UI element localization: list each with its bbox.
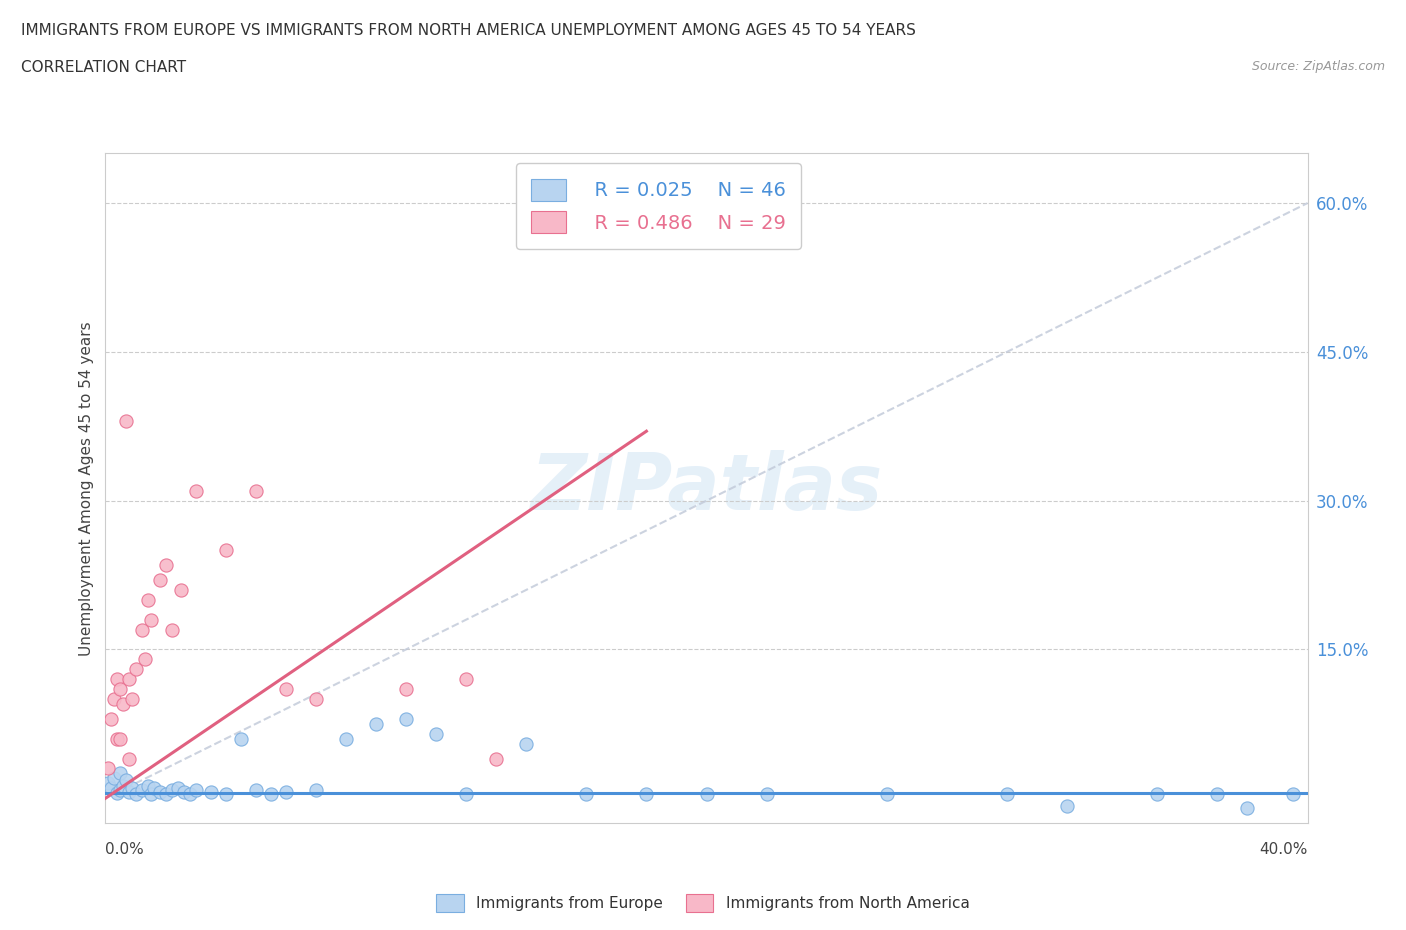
Point bbox=[179, 787, 201, 802]
Point bbox=[184, 484, 207, 498]
Point bbox=[876, 787, 898, 802]
Point bbox=[274, 785, 297, 800]
Point bbox=[696, 787, 718, 802]
Point bbox=[121, 781, 143, 796]
Point bbox=[136, 592, 159, 607]
Point bbox=[124, 662, 146, 677]
Point bbox=[97, 776, 120, 790]
Point bbox=[1206, 787, 1229, 802]
Point bbox=[169, 582, 191, 597]
Point bbox=[139, 612, 162, 627]
Point bbox=[107, 671, 129, 686]
Point bbox=[995, 787, 1018, 802]
Legend: Immigrants from Europe, Immigrants from North America: Immigrants from Europe, Immigrants from … bbox=[430, 888, 976, 918]
Point bbox=[214, 787, 236, 802]
Point bbox=[395, 682, 418, 697]
Point bbox=[118, 751, 141, 766]
Point bbox=[136, 779, 159, 794]
Text: 0.0%: 0.0% bbox=[105, 842, 145, 857]
Point bbox=[148, 573, 170, 588]
Point bbox=[260, 787, 283, 802]
Point bbox=[229, 731, 252, 746]
Point bbox=[173, 785, 195, 800]
Point bbox=[118, 785, 141, 800]
Point bbox=[155, 558, 177, 573]
Point bbox=[245, 484, 267, 498]
Point bbox=[118, 671, 141, 686]
Point bbox=[97, 761, 120, 776]
Text: ZIPatlas: ZIPatlas bbox=[530, 450, 883, 526]
Point bbox=[364, 716, 387, 731]
Point bbox=[1056, 799, 1078, 814]
Point bbox=[103, 692, 125, 707]
Y-axis label: Unemployment Among Ages 45 to 54 years: Unemployment Among Ages 45 to 54 years bbox=[79, 321, 94, 656]
Text: 40.0%: 40.0% bbox=[1260, 842, 1308, 857]
Point bbox=[103, 771, 125, 786]
Point bbox=[110, 682, 132, 697]
Point bbox=[305, 692, 328, 707]
Point bbox=[200, 785, 222, 800]
Text: Source: ZipAtlas.com: Source: ZipAtlas.com bbox=[1251, 60, 1385, 73]
Point bbox=[160, 783, 183, 798]
Text: IMMIGRANTS FROM EUROPE VS IMMIGRANTS FROM NORTH AMERICA UNEMPLOYMENT AMONG AGES : IMMIGRANTS FROM EUROPE VS IMMIGRANTS FRO… bbox=[21, 23, 915, 38]
Legend:   R = 0.025    N = 46,   R = 0.486    N = 29: R = 0.025 N = 46, R = 0.486 N = 29 bbox=[516, 163, 801, 249]
Point bbox=[636, 787, 658, 802]
Point bbox=[575, 787, 598, 802]
Point bbox=[131, 783, 153, 798]
Point bbox=[115, 414, 138, 429]
Point bbox=[131, 622, 153, 637]
Point bbox=[107, 731, 129, 746]
Point bbox=[100, 781, 122, 796]
Point bbox=[100, 711, 122, 726]
Point bbox=[160, 622, 183, 637]
Point bbox=[454, 671, 477, 686]
Point bbox=[134, 652, 156, 667]
Text: CORRELATION CHART: CORRELATION CHART bbox=[21, 60, 186, 75]
Point bbox=[139, 787, 162, 802]
Point bbox=[148, 785, 170, 800]
Point bbox=[112, 779, 135, 794]
Point bbox=[121, 692, 143, 707]
Point bbox=[110, 783, 132, 798]
Point bbox=[112, 697, 135, 711]
Point bbox=[184, 783, 207, 798]
Point bbox=[124, 787, 146, 802]
Point bbox=[142, 781, 165, 796]
Point bbox=[110, 731, 132, 746]
Point bbox=[454, 787, 477, 802]
Point bbox=[1236, 801, 1258, 816]
Point bbox=[1146, 787, 1168, 802]
Point bbox=[485, 751, 508, 766]
Point bbox=[515, 737, 537, 751]
Point bbox=[166, 781, 188, 796]
Point bbox=[115, 773, 138, 788]
Point bbox=[155, 787, 177, 802]
Point bbox=[274, 682, 297, 697]
Point bbox=[755, 787, 778, 802]
Point bbox=[110, 766, 132, 781]
Point bbox=[214, 543, 236, 558]
Point bbox=[425, 726, 447, 741]
Point bbox=[395, 711, 418, 726]
Point bbox=[305, 783, 328, 798]
Point bbox=[107, 786, 129, 801]
Point bbox=[1281, 787, 1303, 802]
Point bbox=[245, 783, 267, 798]
Point bbox=[335, 731, 357, 746]
